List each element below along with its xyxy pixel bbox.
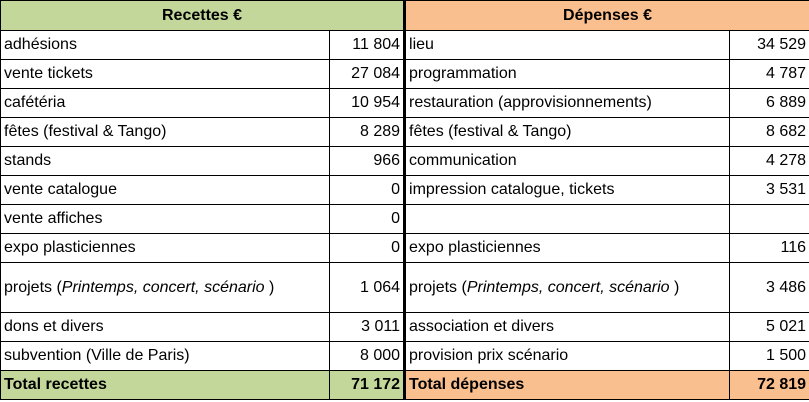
table-row: cafétéria 10 954 restauration (approvisi… [0,88,809,118]
projets-suffix: ) [264,278,275,296]
recette-label: adhésions [0,30,330,60]
recette-value: 10 954 [328,88,406,118]
recette-label: dons et divers [0,312,330,342]
header-row: Recettes € Dépenses € [0,0,809,31]
table-row: adhésions 11 804 lieu 34 529 [0,30,809,60]
recette-label: cafétéria [0,88,330,118]
depense-label [403,204,731,234]
recettes-header: Recettes € [0,0,406,31]
table-row: fêtes (festival & Tango) 8 289 fêtes (fe… [0,117,809,147]
depense-label: communication [403,146,731,176]
recette-value: 3 011 [328,312,406,342]
table-row: vente catalogue 0 impression catalogue, … [0,175,809,205]
depense-label: association et divers [403,312,731,342]
projets-italic: Printemps, concert, scénario [61,278,265,296]
recette-value: 0 [328,175,406,205]
depense-value: 1 500 [729,341,809,371]
projets-prefix: projets ( [4,278,62,296]
table-row: expo plasticiennes 0 expo plasticiennes … [0,233,809,263]
depense-value: 8 682 [729,117,809,147]
projets-suffix: ) [669,278,680,296]
depense-value: 5 021 [729,312,809,342]
recette-label-projets: projets (Printemps, concert, scénario ) [0,262,330,313]
depenses-header: Dépenses € [403,0,809,31]
total-recettes-label: Total recettes [0,370,330,400]
depense-label: programmation [403,59,731,89]
recette-label: fêtes (festival & Tango) [0,117,330,147]
recette-value: 0 [328,204,406,234]
recette-value: 8 289 [328,117,406,147]
depense-label: fêtes (festival & Tango) [403,117,731,147]
recette-value: 1 064 [328,262,406,313]
recette-value: 27 084 [328,59,406,89]
depense-value: 4 787 [729,59,809,89]
depense-value: 4 278 [729,146,809,176]
table-row-projets: projets (Printemps, concert, scénario ) … [0,262,809,313]
recette-value: 0 [328,233,406,263]
depense-label-projets: projets (Printemps, concert, scénario ) [403,262,731,313]
recette-label: stands [0,146,330,176]
recette-value: 8 000 [328,341,406,371]
depense-label: impression catalogue, tickets [403,175,731,205]
recette-value: 966 [328,146,406,176]
depense-value: 6 889 [729,88,809,118]
total-recettes-value: 71 172 [328,370,406,400]
depense-value: 3 531 [729,175,809,205]
depense-label: lieu [403,30,731,60]
depense-value: 34 529 [729,30,809,60]
total-depenses-value: 72 819 [729,370,809,400]
depense-label: expo plasticiennes [403,233,731,263]
depense-value: 3 486 [729,262,809,313]
table-row: subvention (Ville de Paris) 8 000 provis… [0,341,809,371]
recette-label: vente catalogue [0,175,330,205]
total-row: Total recettes 71 172 Total dépenses 72 … [0,370,809,400]
table-row: vente tickets 27 084 programmation 4 787 [0,59,809,89]
total-depenses-label: Total dépenses [403,370,731,400]
recette-label: subvention (Ville de Paris) [0,341,330,371]
table-row: vente affiches 0 [0,204,809,234]
projets-prefix: projets ( [409,278,467,296]
depense-value [729,204,809,234]
depense-value: 116 [729,233,809,263]
recette-label: vente affiches [0,204,330,234]
recette-label: vente tickets [0,59,330,89]
depense-label: restauration (approvisionnements) [403,88,731,118]
table-row: stands 966 communication 4 278 [0,146,809,176]
recette-value: 11 804 [328,30,406,60]
table-row: dons et divers 3 011 association et dive… [0,312,809,342]
depense-label: provision prix scénario [403,341,731,371]
recette-label: expo plasticiennes [0,233,330,263]
projets-italic: Printemps, concert, scénario [466,278,670,296]
